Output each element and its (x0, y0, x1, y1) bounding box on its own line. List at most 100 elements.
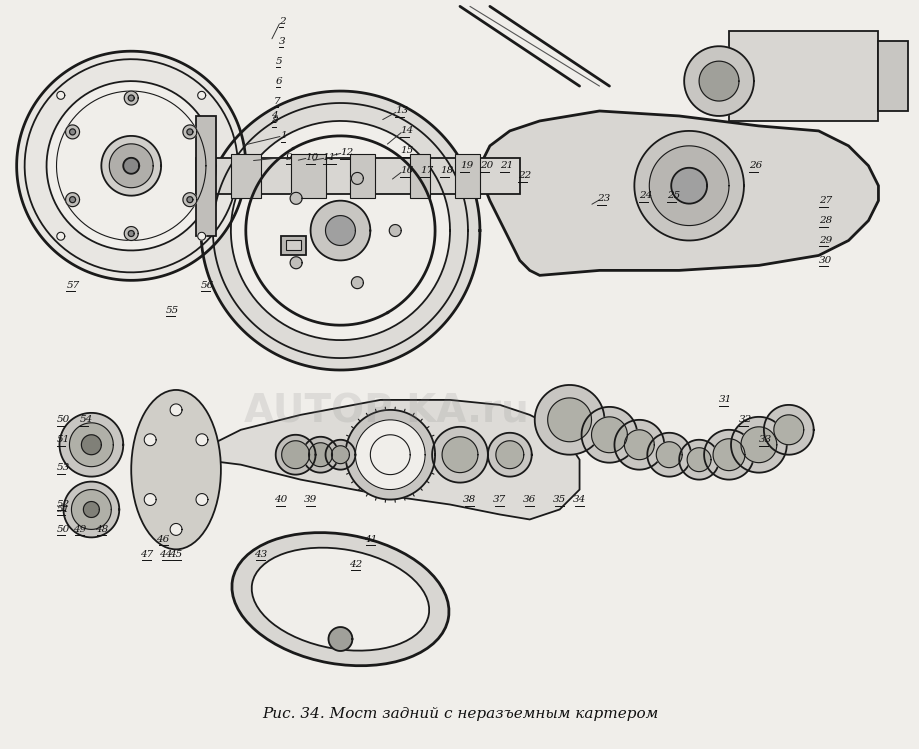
Polygon shape (124, 91, 138, 105)
Text: 56: 56 (200, 281, 214, 290)
Polygon shape (47, 81, 216, 250)
Polygon shape (647, 433, 690, 476)
Text: Рис. 34. Мост задний с неразъемным картером: Рис. 34. Мост задний с неразъемным карте… (262, 707, 657, 721)
Text: 2: 2 (278, 16, 285, 25)
Polygon shape (331, 446, 349, 464)
Text: 18: 18 (439, 166, 453, 175)
Polygon shape (678, 440, 719, 479)
Ellipse shape (252, 548, 428, 651)
Polygon shape (684, 46, 753, 116)
Polygon shape (432, 427, 487, 482)
Polygon shape (69, 423, 113, 467)
Text: 30: 30 (818, 256, 831, 265)
Text: 40: 40 (274, 495, 287, 504)
Bar (728, 31, 878, 121)
Polygon shape (763, 405, 812, 455)
Text: 26: 26 (748, 161, 761, 170)
Text: 13: 13 (395, 106, 408, 115)
Text: 20: 20 (480, 161, 493, 170)
Text: 23: 23 (596, 194, 610, 203)
Polygon shape (170, 524, 182, 536)
Polygon shape (703, 430, 753, 479)
Text: 36: 36 (523, 495, 536, 504)
Text: 5: 5 (276, 57, 282, 66)
Text: 24: 24 (639, 191, 652, 200)
Polygon shape (198, 91, 206, 100)
Text: 33: 33 (758, 435, 771, 444)
Polygon shape (480, 111, 878, 276)
Text: 54: 54 (79, 416, 93, 425)
Text: 51: 51 (56, 505, 70, 514)
Bar (290, 154, 325, 198)
Polygon shape (183, 125, 197, 139)
Bar (285, 240, 301, 250)
Text: 50: 50 (56, 416, 70, 425)
Polygon shape (187, 129, 193, 135)
Polygon shape (144, 434, 156, 446)
Polygon shape (495, 440, 523, 469)
Text: 19: 19 (460, 161, 472, 170)
Polygon shape (57, 232, 64, 240)
Polygon shape (101, 136, 161, 195)
Text: 44: 44 (159, 550, 173, 559)
Bar (410, 154, 430, 198)
Text: 16: 16 (400, 166, 413, 175)
Polygon shape (624, 430, 653, 460)
Polygon shape (591, 417, 627, 452)
Polygon shape (281, 440, 309, 469)
Polygon shape (65, 125, 79, 139)
Text: 7: 7 (273, 97, 280, 106)
Text: 47: 47 (140, 550, 153, 559)
Polygon shape (144, 494, 156, 506)
Polygon shape (183, 192, 197, 207)
Text: 49: 49 (73, 525, 86, 534)
Text: 46: 46 (156, 535, 169, 544)
Polygon shape (308, 443, 332, 467)
Text: 15: 15 (400, 146, 413, 155)
Bar (280, 235, 305, 255)
Polygon shape (311, 201, 370, 261)
Text: 4: 4 (270, 112, 277, 121)
Polygon shape (351, 276, 363, 288)
Text: 43: 43 (254, 550, 267, 559)
Polygon shape (325, 216, 355, 246)
Polygon shape (57, 91, 64, 100)
Polygon shape (731, 417, 786, 473)
Ellipse shape (232, 533, 448, 666)
Text: 14: 14 (400, 127, 413, 136)
Polygon shape (712, 439, 744, 470)
Text: 45: 45 (169, 550, 183, 559)
Text: 22: 22 (517, 172, 530, 181)
Text: 32: 32 (738, 416, 752, 425)
Polygon shape (200, 91, 480, 370)
Text: 29: 29 (818, 236, 831, 245)
Text: 42: 42 (348, 560, 361, 568)
Bar (231, 154, 260, 198)
Polygon shape (70, 197, 75, 203)
Polygon shape (581, 407, 637, 463)
Polygon shape (686, 448, 710, 472)
Polygon shape (289, 192, 301, 204)
Text: 17: 17 (420, 166, 433, 175)
Polygon shape (614, 420, 664, 470)
Polygon shape (72, 490, 111, 530)
Bar (196, 158, 519, 194)
Polygon shape (773, 415, 803, 445)
Text: 3: 3 (278, 37, 285, 46)
Ellipse shape (131, 390, 221, 549)
Text: 37: 37 (493, 495, 506, 504)
Text: 6: 6 (276, 76, 282, 85)
Polygon shape (109, 144, 153, 188)
Polygon shape (128, 231, 134, 237)
Polygon shape (634, 131, 743, 240)
Text: 51: 51 (56, 435, 70, 444)
Polygon shape (171, 400, 579, 520)
Polygon shape (65, 192, 79, 207)
Polygon shape (389, 225, 401, 237)
Polygon shape (187, 197, 193, 203)
Polygon shape (671, 168, 707, 204)
Text: 53: 53 (56, 463, 70, 472)
Polygon shape (355, 420, 425, 490)
Polygon shape (124, 226, 138, 240)
Bar (350, 154, 375, 198)
